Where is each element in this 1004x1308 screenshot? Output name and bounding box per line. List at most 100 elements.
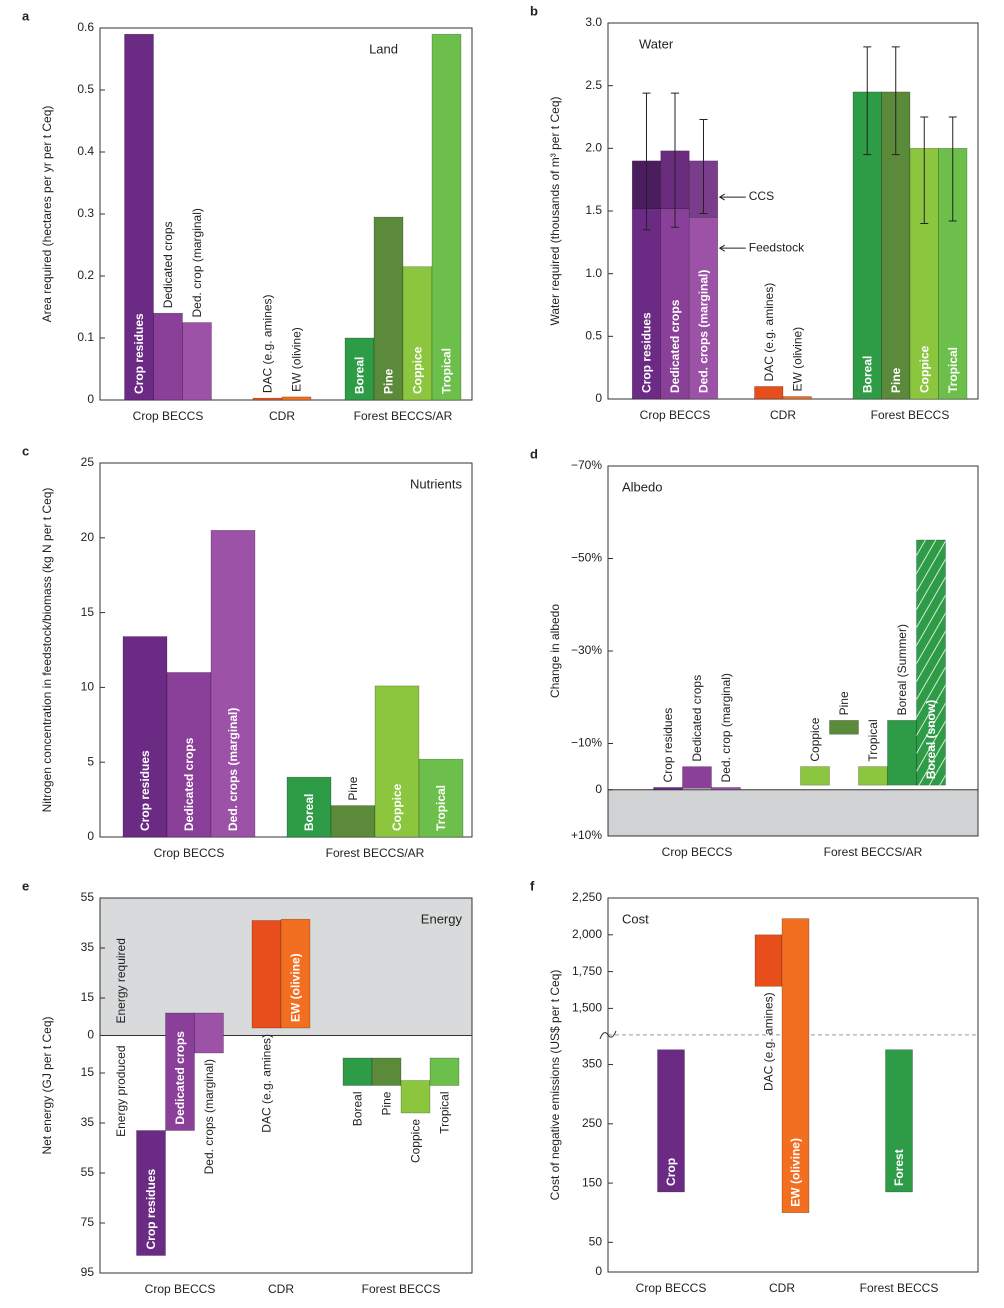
group-label: Forest BECCS/AR	[326, 846, 425, 860]
bar	[165, 1012, 195, 1131]
bar-label: Boreal (Summer)	[895, 624, 909, 715]
annotation: Energy required	[114, 938, 128, 1023]
y-axis-label: Net energy (GJ per t Ceq)	[40, 1016, 54, 1154]
y-tick-label: 0	[595, 1264, 602, 1278]
y-tick-label: 0	[595, 782, 602, 796]
bar	[344, 337, 375, 401]
y-tick-label: 35	[81, 1115, 95, 1129]
y-tick-label: 10	[81, 680, 95, 694]
y-tick-label: 0.2	[77, 268, 94, 282]
error-bar	[642, 92, 651, 231]
y-tick-label: 5	[87, 754, 94, 768]
group-label: Forest BECCS/AR	[354, 409, 453, 423]
y-tick-label: 0.4	[77, 144, 94, 158]
bar	[280, 918, 311, 1029]
group-label: Crop BECCS	[154, 846, 225, 860]
group-label: CDR	[769, 1281, 795, 1295]
plot-frame	[99, 897, 473, 1274]
bar-hatch	[916, 540, 946, 786]
y-tick-label: 0	[87, 392, 94, 406]
group-label: Forest BECCS	[860, 1281, 939, 1295]
bar	[782, 396, 812, 400]
panel-letter: e	[22, 878, 29, 893]
y-tick-label: 55	[81, 1165, 95, 1179]
panel-letter: f	[530, 878, 535, 893]
bar-label: Crop residues	[138, 750, 152, 831]
annotation-arrow	[718, 193, 746, 201]
y-tick-label: 50	[589, 1235, 603, 1249]
bar-label: Boreal	[353, 357, 367, 394]
bar-label: Boreal	[302, 794, 316, 831]
annotation-arrow	[718, 244, 746, 252]
bar	[166, 672, 212, 838]
bar	[754, 934, 783, 987]
group-label: CDR	[269, 409, 295, 423]
error-bar	[948, 116, 957, 222]
bar	[374, 685, 420, 838]
bar-label: Crop residues	[132, 313, 146, 394]
bar	[251, 920, 282, 1029]
bar	[281, 396, 312, 401]
bar-label: Ded. crops (marginal)	[697, 270, 711, 393]
y-tick-label: 0	[87, 1028, 94, 1042]
bar	[711, 787, 741, 791]
y-tick-label: 0	[87, 829, 94, 843]
bar-label: Ded. crops (marginal)	[226, 708, 240, 831]
y-tick-label: 75	[81, 1215, 95, 1229]
group-label: Crop BECCS	[133, 409, 204, 423]
y-axis-label: Change in albedo	[548, 604, 562, 698]
bar-label: Pine	[380, 1091, 394, 1115]
bar	[858, 766, 888, 786]
y-tick-label: +10%	[571, 828, 602, 842]
bar	[660, 208, 690, 400]
bar-label: Crop residues	[661, 708, 675, 783]
bar	[194, 1012, 224, 1054]
group-label: CDR	[770, 408, 796, 422]
annotation: Feedstock	[749, 240, 805, 254]
bar-label: Tropical	[866, 719, 880, 761]
panel-title: Albedo	[622, 479, 662, 494]
annotation: CCS	[749, 189, 774, 203]
y-tick-label: 1,500	[572, 1001, 602, 1015]
y-tick-label: 20	[81, 530, 95, 544]
bar-label: Dedicated crops	[161, 221, 175, 308]
bar	[371, 1057, 402, 1086]
bar-label: EW (olivine)	[789, 1138, 803, 1207]
annotation: Energy produced	[114, 1046, 128, 1137]
bar	[373, 216, 404, 401]
panel-letter: c	[22, 443, 29, 458]
error-bar	[863, 46, 872, 156]
bar	[286, 776, 332, 838]
y-tick-label: −30%	[571, 643, 602, 657]
bar-label: DAC (e.g. amines)	[762, 992, 776, 1091]
bar-label: Dedicated crops	[173, 1031, 187, 1125]
bar-label: Coppice	[409, 1119, 423, 1163]
bar-label: Coppice	[390, 783, 404, 831]
bar	[210, 530, 256, 838]
bar-label: EW (olivine)	[290, 327, 304, 392]
error-bar	[699, 119, 708, 215]
y-tick-label: −50%	[571, 551, 602, 565]
panel-letter: d	[530, 446, 538, 461]
y-tick-label: 0.6	[77, 20, 94, 34]
bar-label: Pine	[889, 367, 903, 393]
y-tick-label: 95	[81, 1265, 95, 1279]
bar-label: Tropical	[438, 1092, 452, 1134]
y-tick-label: 3.0	[585, 15, 602, 29]
y-tick-label: 15	[81, 1065, 95, 1079]
y-axis-label: Area required (hectares per yr per t Ceq…	[40, 106, 54, 323]
bar-label: Pine	[346, 776, 360, 800]
bar-label: Tropical	[434, 785, 448, 831]
bar-label: Dedicated crops	[690, 675, 704, 762]
y-tick-label: 0.3	[77, 206, 94, 220]
group-label: Forest BECCS/AR	[824, 845, 923, 859]
bar-label: Tropical	[440, 348, 454, 394]
panel-letter: a	[22, 8, 30, 23]
y-tick-label: 2.0	[585, 141, 602, 155]
bar	[653, 787, 683, 791]
bar-label: Ded. crop (marginal)	[190, 208, 204, 317]
bar-label: Dedicated crops	[182, 737, 196, 831]
shaded-region	[608, 789, 978, 836]
bar-label: Coppice	[411, 346, 425, 394]
bar	[252, 397, 283, 401]
